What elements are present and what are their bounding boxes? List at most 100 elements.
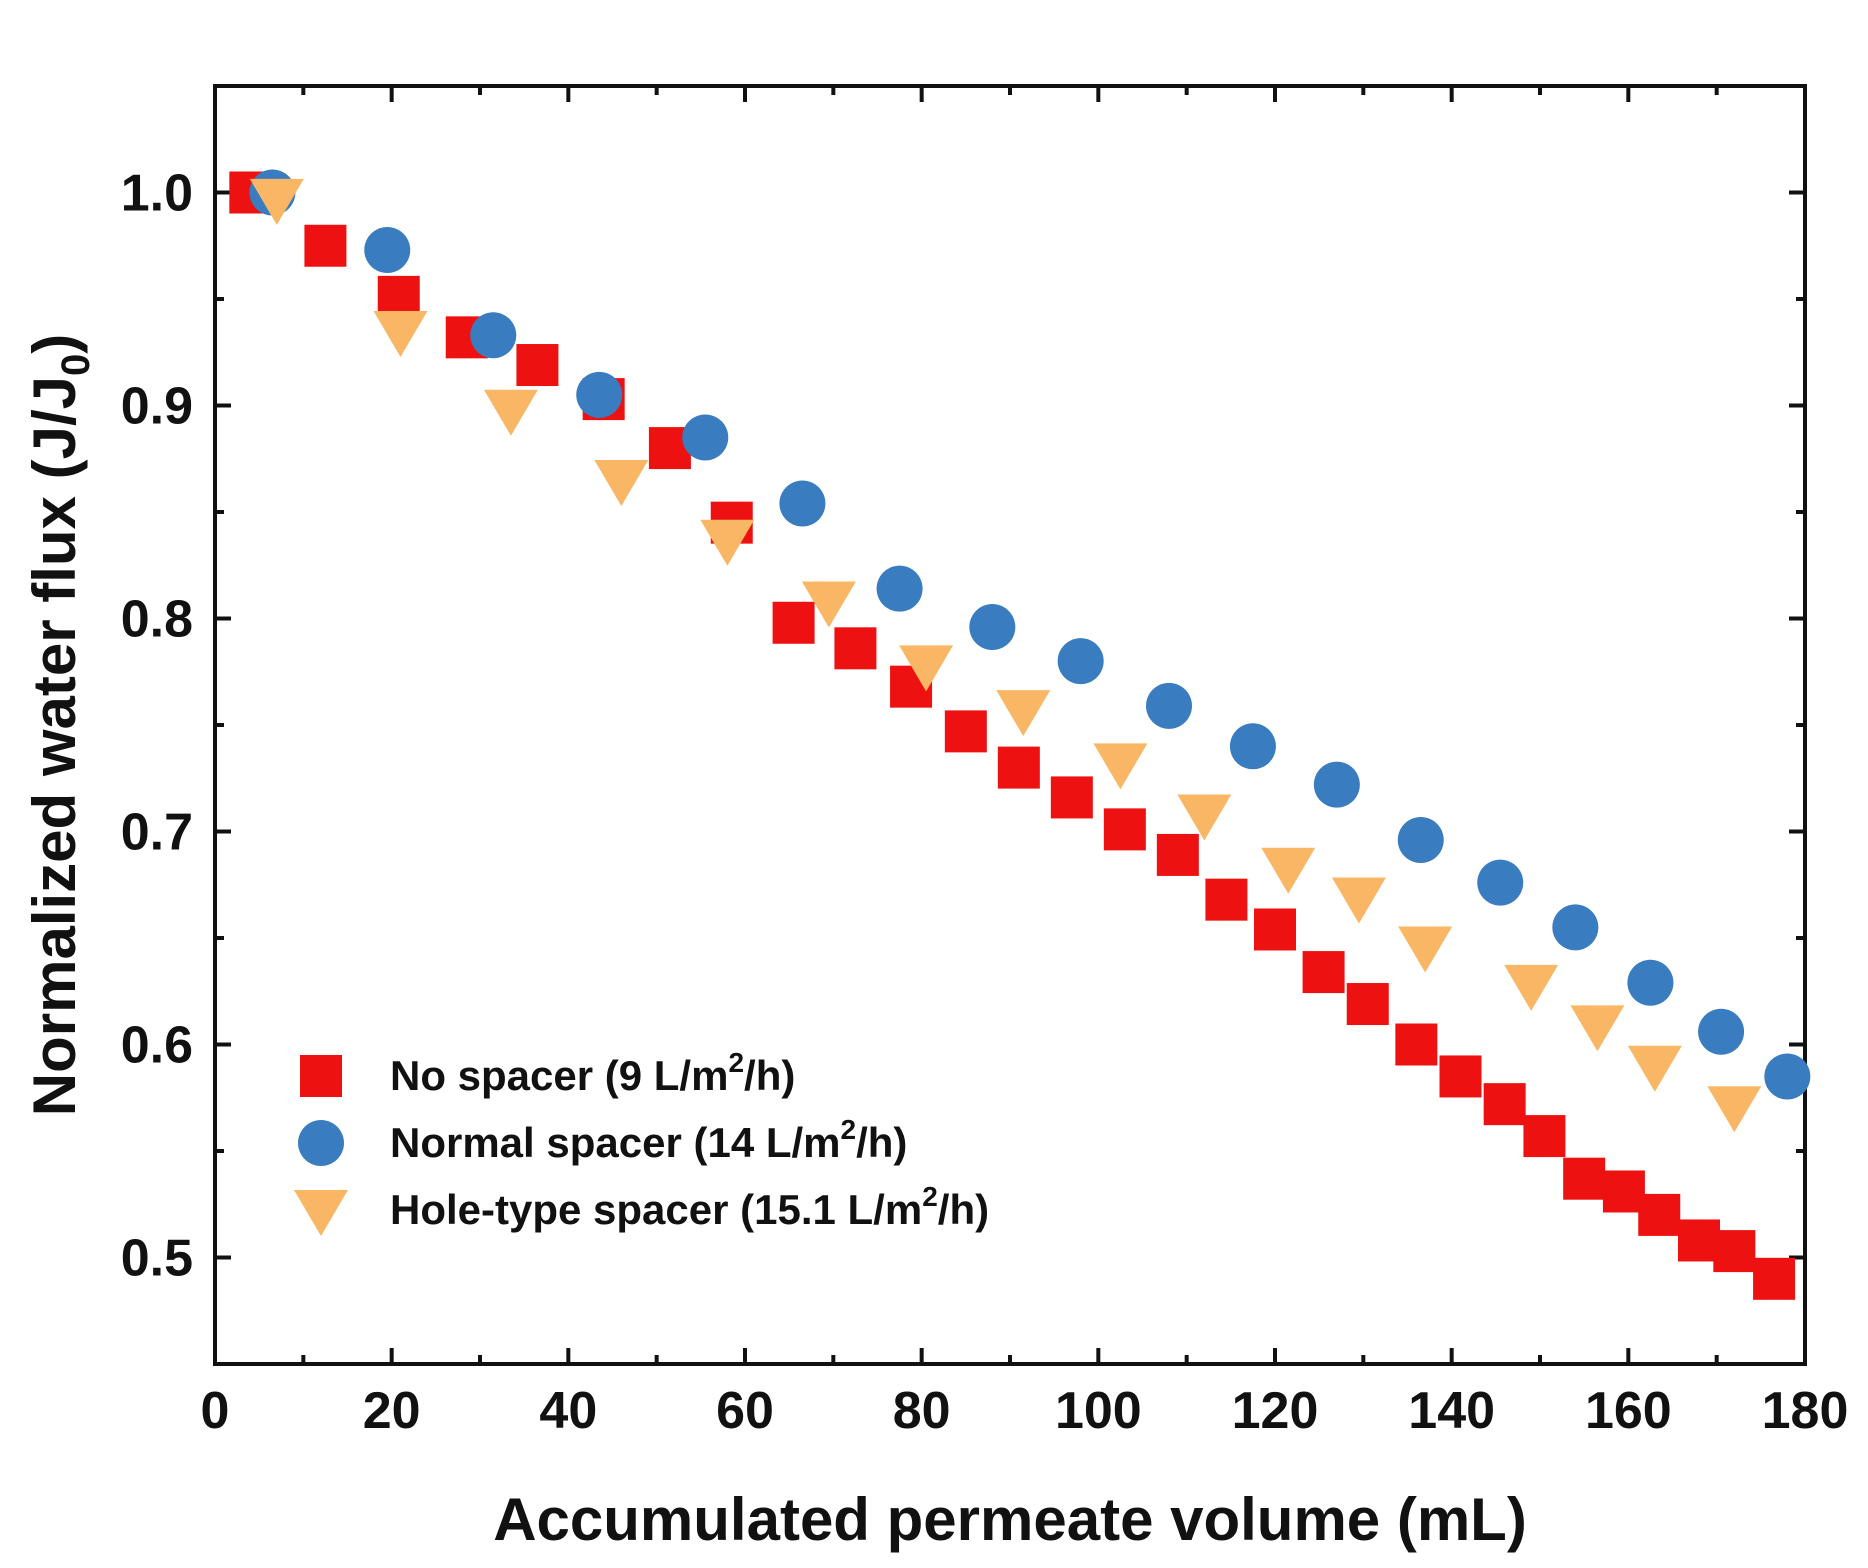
data-point-triangle-down	[801, 581, 856, 628]
legend-marker-triangle-down	[294, 1190, 348, 1236]
data-point-triangle-down	[996, 690, 1051, 737]
data-point-square	[516, 344, 559, 387]
data-point-circle	[470, 312, 517, 359]
data-point-square	[772, 601, 815, 644]
data-point-triangle-down	[1627, 1045, 1682, 1092]
data-point-circle	[1698, 1008, 1745, 1055]
y-tick-label: 0.8	[121, 591, 193, 649]
data-point-square	[1678, 1219, 1720, 1262]
data-point-triangle-down	[1177, 794, 1232, 841]
data-point-triangle-down	[1570, 1005, 1625, 1052]
legend-marker-square	[300, 1055, 342, 1097]
legend-markers	[294, 1055, 348, 1236]
data-point-triangle-down	[1398, 926, 1453, 973]
data-point-triangle-down	[594, 460, 649, 507]
legend-label-no-spacer-sup: 2	[728, 1047, 744, 1078]
data-point-circle	[1627, 959, 1674, 1006]
axis-tick-labels: 0 20 40 60 80 100 120 140 160 180 0.5 0.6 0.7 0.8 0.9 1…	[121, 165, 1849, 1441]
series-square	[229, 171, 1796, 1300]
data-point-circle	[1477, 859, 1524, 906]
data-point-circle	[1764, 1053, 1811, 1100]
data-point-square	[1050, 776, 1093, 819]
data-point-square	[1753, 1257, 1796, 1300]
data-point-triangle-down	[483, 389, 538, 436]
y-tick-label: 0.5	[121, 1230, 193, 1288]
y-axis-title-close: )	[21, 334, 88, 354]
legend: No spacer (9 L/m2/h) Normal spacer (14 L…	[294, 1047, 989, 1236]
y-tick-label: 0.9	[121, 378, 193, 436]
data-point-triangle-down	[1331, 877, 1386, 924]
y-axis-title-main: Normalized water flux (J/J	[21, 376, 88, 1116]
data-point-square	[377, 275, 420, 318]
y-tick-label: 0.6	[121, 1017, 193, 1075]
legend-label-no-spacer-unit: /h)	[744, 1052, 795, 1099]
x-tick-label: 0	[201, 1382, 230, 1440]
data-point-square	[1439, 1055, 1482, 1098]
data-point-square	[1254, 908, 1296, 951]
data-point-circle	[1313, 761, 1360, 808]
data-point-square	[1395, 1023, 1438, 1066]
legend-label-normal-spacer-unit: /h)	[856, 1119, 907, 1166]
data-point-square	[944, 710, 987, 753]
data-point-square	[1103, 808, 1146, 851]
data-point-triangle-down	[1707, 1086, 1762, 1133]
data-point-triangle-down	[700, 519, 755, 566]
legend-label-hole-type-spacer-sup: 2	[922, 1181, 938, 1212]
legend-marker-circle	[298, 1120, 344, 1166]
y-tick-label: 0.7	[121, 804, 193, 862]
legend-label-no-spacer: No spacer (9 L/m2/h)	[390, 1047, 795, 1099]
data-point-square	[1346, 983, 1389, 1026]
data-point-triangle-down	[373, 310, 428, 357]
data-point-circle	[969, 604, 1016, 651]
legend-label-hole-type-spacer-unit: /h)	[938, 1186, 989, 1233]
data-point-square	[1523, 1115, 1566, 1158]
data-point-square	[1563, 1157, 1606, 1200]
data-point-square	[834, 627, 877, 670]
data-point-triangle-down	[1093, 743, 1148, 790]
legend-label-normal-spacer-text: Normal spacer (14 L/m	[390, 1119, 841, 1166]
legend-label-normal-spacer-sup: 2	[841, 1114, 857, 1145]
x-tick-label: 60	[716, 1382, 774, 1440]
x-axis-title: Accumulated permeate volume (mL)	[493, 1486, 1527, 1553]
y-axis-title: Normalized water flux (J/J0)	[21, 334, 98, 1116]
data-point-square	[1302, 951, 1345, 994]
data-point-circle	[1397, 817, 1444, 864]
data-point-triangle-down	[899, 645, 954, 692]
axis-ticks	[213, 84, 1807, 1366]
data-markers	[229, 169, 1811, 1300]
x-tick-label: 180	[1762, 1382, 1849, 1440]
data-point-square	[1713, 1230, 1756, 1273]
data-point-circle	[576, 371, 623, 418]
x-tick-label: 140	[1408, 1382, 1495, 1440]
series-triangle-down	[249, 178, 1762, 1133]
data-point-square	[1156, 833, 1199, 876]
legend-label-no-spacer-text: No spacer (9 L/m	[390, 1052, 728, 1099]
data-point-circle	[1146, 682, 1192, 729]
data-point-square	[997, 746, 1040, 789]
data-point-square	[1638, 1193, 1681, 1236]
data-point-square	[1205, 878, 1248, 921]
data-point-square	[304, 224, 347, 267]
data-point-square	[1602, 1170, 1645, 1213]
x-tick-label: 40	[539, 1382, 597, 1440]
x-tick-label: 100	[1055, 1382, 1142, 1440]
legend-label-hole-type-spacer: Hole-type spacer (15.1 L/m2/h)	[390, 1181, 989, 1233]
data-point-circle	[1229, 723, 1276, 770]
x-tick-label: 20	[363, 1382, 421, 1440]
legend-label-normal-spacer: Normal spacer (14 L/m2/h)	[390, 1114, 907, 1166]
series-circle	[249, 169, 1811, 1100]
data-point-square	[1483, 1083, 1526, 1126]
data-point-triangle-down	[1504, 964, 1559, 1011]
y-axis-title-subscript: 0	[54, 354, 98, 376]
data-point-circle	[779, 480, 826, 527]
x-tick-label: 80	[893, 1382, 951, 1440]
data-point-circle	[876, 565, 923, 612]
legend-label-hole-type-spacer-text: Hole-type spacer (15.1 L/m	[390, 1186, 922, 1233]
data-point-circle	[682, 414, 729, 461]
data-point-triangle-down	[249, 178, 304, 225]
data-point-circle	[1552, 904, 1599, 951]
data-point-triangle-down	[1261, 847, 1316, 894]
data-point-circle	[364, 227, 411, 274]
